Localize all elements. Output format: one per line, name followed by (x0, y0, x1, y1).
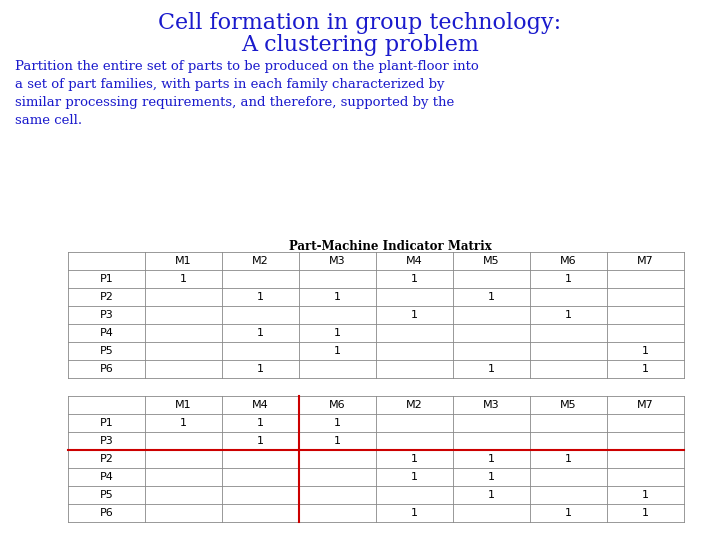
Text: M7: M7 (637, 256, 654, 266)
Text: 1: 1 (488, 490, 495, 500)
Text: P4: P4 (99, 328, 114, 338)
Text: 1: 1 (488, 472, 495, 482)
Text: 1: 1 (565, 508, 572, 518)
Text: 1: 1 (257, 292, 264, 302)
Text: 1: 1 (180, 274, 187, 284)
Text: M1: M1 (175, 400, 192, 410)
Bar (68, 396, 684, 522)
Text: 1: 1 (257, 436, 264, 446)
Text: 1: 1 (411, 454, 418, 464)
Text: 1: 1 (411, 472, 418, 482)
Text: P2: P2 (99, 454, 114, 464)
Text: 1: 1 (488, 364, 495, 374)
Text: P6: P6 (99, 364, 113, 374)
Text: M2: M2 (252, 256, 269, 266)
Text: M6: M6 (329, 400, 346, 410)
Text: 1: 1 (257, 328, 264, 338)
Text: P1: P1 (99, 274, 113, 284)
Text: M5: M5 (560, 400, 577, 410)
Bar (68, 252, 684, 378)
Text: P6: P6 (99, 508, 113, 518)
Text: 1: 1 (334, 292, 341, 302)
Text: 1: 1 (334, 346, 341, 356)
Text: P3: P3 (99, 310, 113, 320)
Text: 1: 1 (565, 274, 572, 284)
Text: 1: 1 (257, 418, 264, 428)
Text: 1: 1 (642, 490, 649, 500)
Text: P1: P1 (99, 418, 113, 428)
Text: M4: M4 (252, 400, 269, 410)
Text: 1: 1 (411, 274, 418, 284)
Text: M3: M3 (483, 400, 500, 410)
Text: 1: 1 (565, 454, 572, 464)
Text: P3: P3 (99, 436, 113, 446)
Text: 1: 1 (488, 292, 495, 302)
Text: P5: P5 (99, 490, 113, 500)
Text: Partition the entire set of parts to be produced on the plant-floor into
a set o: Partition the entire set of parts to be … (15, 60, 479, 127)
Text: M5: M5 (483, 256, 500, 266)
Text: M4: M4 (406, 256, 423, 266)
Text: 1: 1 (334, 418, 341, 428)
Text: 1: 1 (642, 346, 649, 356)
Text: P2: P2 (99, 292, 114, 302)
Text: 1: 1 (411, 310, 418, 320)
Text: 1: 1 (180, 418, 187, 428)
Text: M2: M2 (406, 400, 423, 410)
Text: M3: M3 (329, 256, 346, 266)
Text: A clustering problem: A clustering problem (241, 34, 479, 56)
Text: Part-Machine Indicator Matrix: Part-Machine Indicator Matrix (289, 240, 491, 253)
Text: P4: P4 (99, 472, 114, 482)
Text: 1: 1 (488, 454, 495, 464)
Text: Cell formation in group technology:: Cell formation in group technology: (158, 12, 562, 34)
Text: M6: M6 (560, 256, 577, 266)
Text: 1: 1 (334, 436, 341, 446)
Text: M7: M7 (637, 400, 654, 410)
Text: 1: 1 (411, 508, 418, 518)
Text: 1: 1 (642, 364, 649, 374)
Text: 1: 1 (257, 364, 264, 374)
Text: 1: 1 (565, 310, 572, 320)
Text: 1: 1 (642, 508, 649, 518)
Text: 1: 1 (334, 328, 341, 338)
Text: P5: P5 (99, 346, 113, 356)
Text: M1: M1 (175, 256, 192, 266)
